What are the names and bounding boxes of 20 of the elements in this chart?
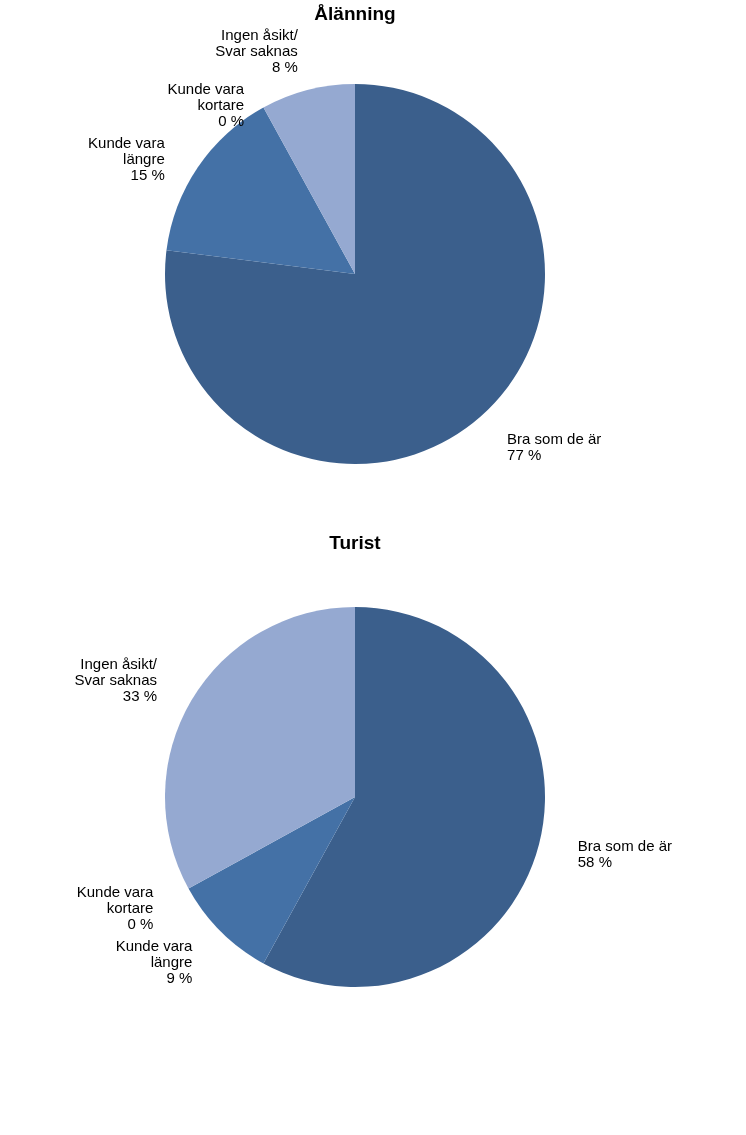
chart-title: Ålänning [314, 3, 396, 25]
pie-slice [165, 607, 355, 889]
pie-slice [263, 84, 355, 274]
slice-label: Bra som de är [577, 837, 672, 855]
data-label: 33 % [122, 686, 158, 704]
slice-label: Bra som de är [507, 429, 602, 447]
slice-label: Kunde vara längre [115, 936, 194, 970]
data-label: 77 % [507, 445, 542, 463]
slice-label: Kunde vara längre [88, 134, 166, 168]
slice-label: Ingen åsikt/ Svar saknas [74, 654, 158, 688]
category-label: Kunde vara kortare [167, 80, 245, 114]
pie-slice [263, 607, 545, 987]
text: 0 % [127, 914, 154, 932]
chart-title: Turist [329, 532, 382, 553]
data-label: 8 % [271, 58, 298, 76]
category-label: Kunde vara kortare [76, 882, 154, 916]
data-label: 15 % [130, 166, 165, 184]
data-label: 58 % [577, 853, 612, 871]
text: 0 % [218, 112, 245, 130]
slice-label: Ingen åsikt/ Svar saknas [215, 26, 299, 60]
